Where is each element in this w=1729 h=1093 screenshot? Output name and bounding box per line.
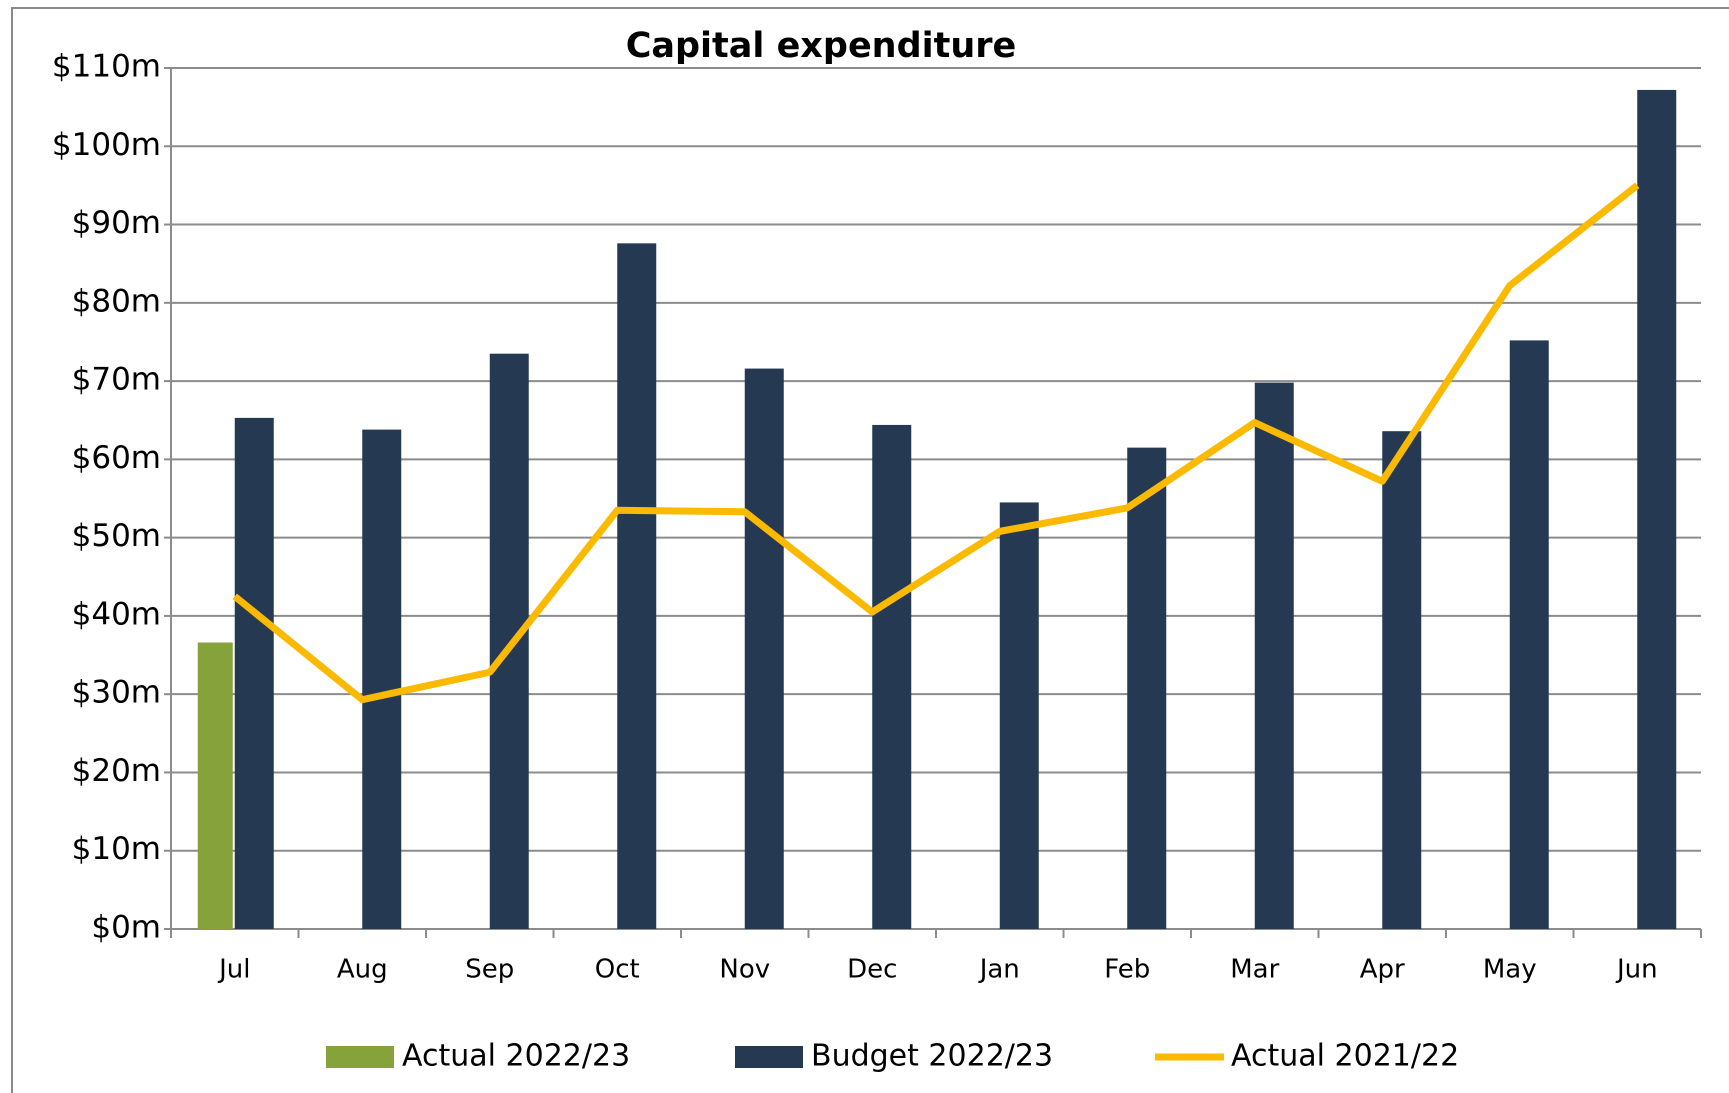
y-tick-label: $30m <box>72 675 161 711</box>
y-tick-label: $10m <box>72 831 161 867</box>
y-tick-label: $40m <box>72 596 161 632</box>
bar <box>1127 447 1167 929</box>
y-tick-label: $0m <box>91 910 161 946</box>
x-tick-label: Nov <box>719 955 770 985</box>
legend-swatch <box>735 1046 803 1068</box>
x-tick-label: Jan <box>978 955 1020 985</box>
legend-swatch <box>326 1046 394 1068</box>
bar <box>1637 89 1677 929</box>
x-tick-label: Jun <box>1615 955 1658 985</box>
bar <box>489 353 529 930</box>
bar <box>617 243 657 929</box>
y-tick-label: $70m <box>72 362 161 398</box>
y-tick-label: $100m <box>52 127 161 163</box>
y-tick-label: $110m <box>52 49 161 85</box>
legend-label: Actual 2021/22 <box>1231 1039 1459 1074</box>
line <box>232 182 1640 704</box>
y-tick-label: $50m <box>72 518 161 554</box>
x-tick-label: Feb <box>1104 955 1150 985</box>
chart-frame <box>11 7 1729 1093</box>
y-tick-label: $20m <box>72 753 161 789</box>
x-tick-label: Aug <box>337 955 388 985</box>
bar <box>362 429 402 929</box>
x-tick-label: Sep <box>465 955 514 985</box>
bar <box>1382 431 1422 929</box>
x-tick-label: Dec <box>847 955 897 985</box>
bar <box>1254 382 1294 929</box>
y-tick-label: $80m <box>72 283 161 319</box>
legend-label: Actual 2022/23 <box>402 1039 630 1074</box>
y-tick-label: $90m <box>72 205 161 241</box>
x-tick-label: Oct <box>595 955 640 985</box>
bar <box>197 642 233 929</box>
bar <box>1509 340 1549 929</box>
legend-label: Budget 2022/23 <box>811 1039 1053 1074</box>
x-tick-label: Mar <box>1230 955 1279 985</box>
x-tick-label: Jul <box>217 955 250 985</box>
bar <box>872 424 912 929</box>
bar <box>999 502 1039 929</box>
x-tick-label: Apr <box>1360 955 1405 985</box>
bar <box>744 368 784 929</box>
bar <box>234 417 274 929</box>
y-tick-label: $60m <box>72 440 161 476</box>
chart-title: Capital expenditure <box>626 26 1017 66</box>
x-tick-label: May <box>1483 955 1537 985</box>
